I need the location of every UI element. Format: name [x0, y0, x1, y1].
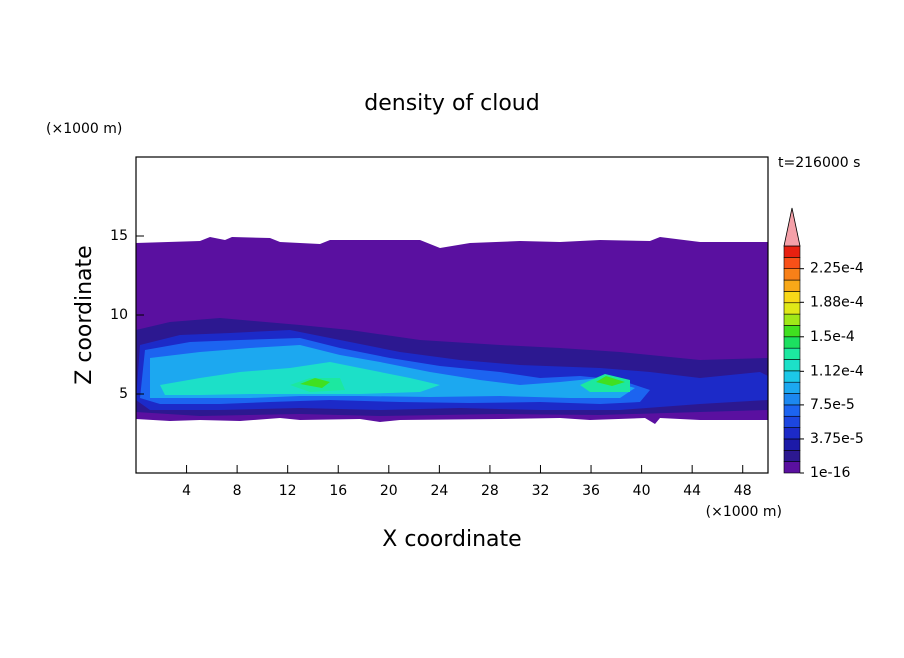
y-axis-label: Z coordinate — [72, 245, 97, 384]
colorbar-band — [783, 347, 801, 360]
colorbar-band — [783, 449, 801, 462]
cloud-region — [290, 374, 630, 392]
x-unit: (×1000 m) — [706, 504, 782, 520]
y-tick-label: 5 — [119, 386, 128, 402]
x-axis-label: X coordinate — [382, 527, 521, 552]
x-tick-label: 8 — [233, 483, 242, 499]
time-label: t=216000 s — [778, 155, 860, 171]
x-tick-label: 12 — [279, 483, 297, 499]
colorbar-band — [783, 404, 801, 417]
x-tick-label: 16 — [329, 483, 347, 499]
colorbar-band — [783, 359, 801, 372]
x-tick-label: 44 — [683, 483, 701, 499]
colorbar-extend — [783, 207, 801, 247]
y-tick-label: 10 — [110, 307, 128, 323]
chart-title: density of cloud — [364, 91, 539, 116]
x-tick-label: 20 — [380, 483, 398, 499]
colorbar-band — [783, 393, 801, 406]
colorbar-tick-label: 3.75e-5 — [810, 431, 864, 447]
colorbar-band — [783, 381, 801, 394]
colorbar-band — [783, 325, 801, 338]
colorbar-tick-label: 1e-16 — [810, 465, 850, 481]
colorbar-band — [783, 370, 801, 383]
colorbar-band — [783, 257, 801, 270]
y-unit: (×1000 m) — [46, 121, 122, 137]
colorbar-tick-label: 1.12e-4 — [810, 363, 864, 379]
colorbar-band — [783, 279, 801, 292]
x-tick-label: 28 — [481, 483, 499, 499]
colorbar-tick-label: 7.5e-5 — [810, 397, 855, 413]
x-tick-label: 48 — [734, 483, 752, 499]
colorbar-band — [783, 427, 801, 440]
contour-field — [136, 237, 768, 424]
x-tick-label: 40 — [633, 483, 651, 499]
x-tick-label: 32 — [532, 483, 550, 499]
colorbar-band — [783, 415, 801, 428]
colorbar-band — [783, 291, 801, 304]
colorbar-tick-label: 2.25e-4 — [810, 261, 864, 277]
x-tick-label: 24 — [430, 483, 448, 499]
colorbar-band — [783, 245, 801, 258]
colorbar-tick-label: 1.88e-4 — [810, 294, 864, 310]
colorbar-band — [783, 313, 801, 326]
y-tick-label: 15 — [110, 228, 128, 244]
colorbar-band — [783, 438, 801, 451]
cloud-region — [160, 362, 440, 395]
colorbar-band — [783, 336, 801, 349]
colorbar-band — [783, 268, 801, 281]
colorbar-band — [783, 461, 801, 474]
colorbar-band — [783, 302, 801, 315]
x-tick-label: 36 — [582, 483, 600, 499]
x-tick-label: 4 — [182, 483, 191, 499]
colorbar-tick-label: 1.5e-4 — [810, 329, 855, 345]
